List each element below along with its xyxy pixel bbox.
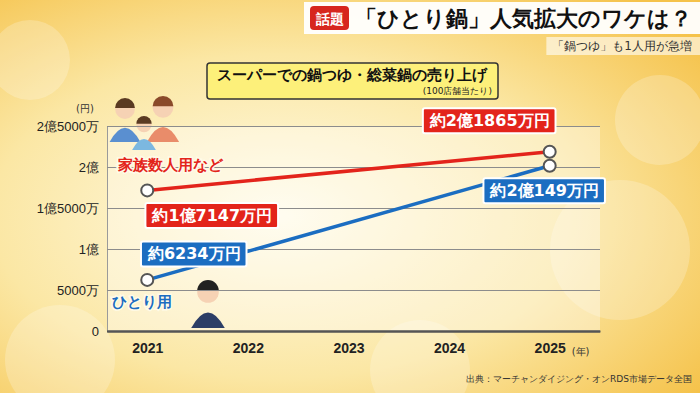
x-axis: 2021 2022 2023 2024 2025 [108, 331, 601, 356]
header-subtitle: 「鍋つゆ」も1人用が急増 [552, 39, 692, 53]
badge-bg [310, 6, 349, 30]
header: 「ひとり鍋」人気拡大のワケは？ 話題「鍋つゆ」も1人用が急増 [304, 2, 700, 55]
person-body [147, 127, 179, 142]
x-axis-line [108, 331, 601, 333]
y-tick-label: 1億 [79, 242, 99, 257]
x-tick-label: 2022 [233, 340, 264, 356]
chart-subtitle: (100店舗当たり) [423, 86, 492, 96]
person-hair [153, 96, 174, 106]
bokeh [5, 305, 115, 393]
labels: 家族数人用などひとり用 約1億7147万円 約2億1865万円約6234万円 約2億1… [112, 108, 605, 311]
data-label-box [145, 203, 278, 228]
y-axis-title: (円) [76, 103, 94, 114]
data-label-box [483, 178, 605, 203]
badge: 話題 [315, 11, 344, 27]
plot-area [107, 126, 600, 331]
y-tick-label: 1億5000万 [37, 201, 99, 216]
data-label-box [141, 241, 247, 266]
x-tick-label: 2025 [535, 340, 566, 356]
data-label-text: 約2億1865万円 [429, 111, 550, 130]
point [141, 184, 153, 196]
data-label-box [423, 108, 556, 133]
point [544, 160, 556, 172]
x-tick: 2025 [535, 331, 566, 356]
y-axis-line [107, 127, 108, 332]
data-label-text: 約1億7147万円 [151, 206, 272, 225]
x-tick: 2022 [233, 331, 264, 356]
bokeh [615, 75, 700, 165]
person-hair [136, 116, 151, 124]
grid-line [107, 331, 600, 333]
person-body [191, 312, 225, 328]
person-body [110, 128, 141, 142]
data-label: 約6234万円 [141, 241, 247, 266]
headline: 「ひとり鍋」人気拡大のワケは？ [355, 6, 692, 31]
data-label: 約1億7147万円 [145, 203, 278, 228]
person-body [132, 139, 156, 150]
point [544, 146, 556, 158]
x-axis-title: (年) [572, 346, 590, 357]
chart-page: 0 5000万 1億 1億5000万 2億 2億5000万 2021 2022 2023 2024… [0, 0, 700, 393]
header-bg [304, 2, 700, 34]
chart-title: スーパーでの鍋つゆ・総菜鍋の売り上げ [217, 66, 488, 84]
x-tick: 2021 [132, 331, 163, 356]
point [141, 274, 153, 286]
data-label-text: 約2億149万円 [489, 181, 599, 200]
header-subtitle-bg [546, 37, 700, 55]
y-axis: 0 5000万 1億 1億5000万 2億 2億5000万 [37, 119, 600, 339]
y-tick-label: 0 [92, 324, 99, 339]
title-box [207, 63, 498, 99]
y-tick: 0 [92, 324, 600, 339]
data-label: 約2億149万円 [483, 178, 605, 203]
x-tick: 2023 [333, 331, 364, 356]
x-tick-label: 2023 [333, 340, 364, 356]
x-tick-label: 2024 [434, 340, 465, 356]
y-tick-label: 5000万 [57, 283, 99, 298]
bokeh [0, 20, 70, 100]
y-tick-label: 2億5000万 [37, 119, 99, 134]
chart-title-box: スーパーでの鍋つゆ・総菜鍋の売り上げ (100店舗当たり) [207, 63, 498, 99]
x-tick-label: 2021 [132, 340, 163, 356]
x-tick: 2024 [434, 331, 465, 356]
source: 出典：マーチャンダイジング・オンRDS市場データ全国 [466, 374, 692, 384]
person-hair [115, 98, 135, 108]
data-label: 約2億1865万円 [423, 108, 556, 133]
person-head [136, 117, 151, 132]
series-name: ひとり用 [112, 293, 172, 311]
series-name: 家族数人用など [117, 156, 224, 174]
y-tick-label: 2億 [79, 160, 99, 175]
person-hair [197, 280, 219, 291]
data-label-text: 約6234万円 [147, 244, 241, 263]
grid-line [107, 290, 600, 291]
